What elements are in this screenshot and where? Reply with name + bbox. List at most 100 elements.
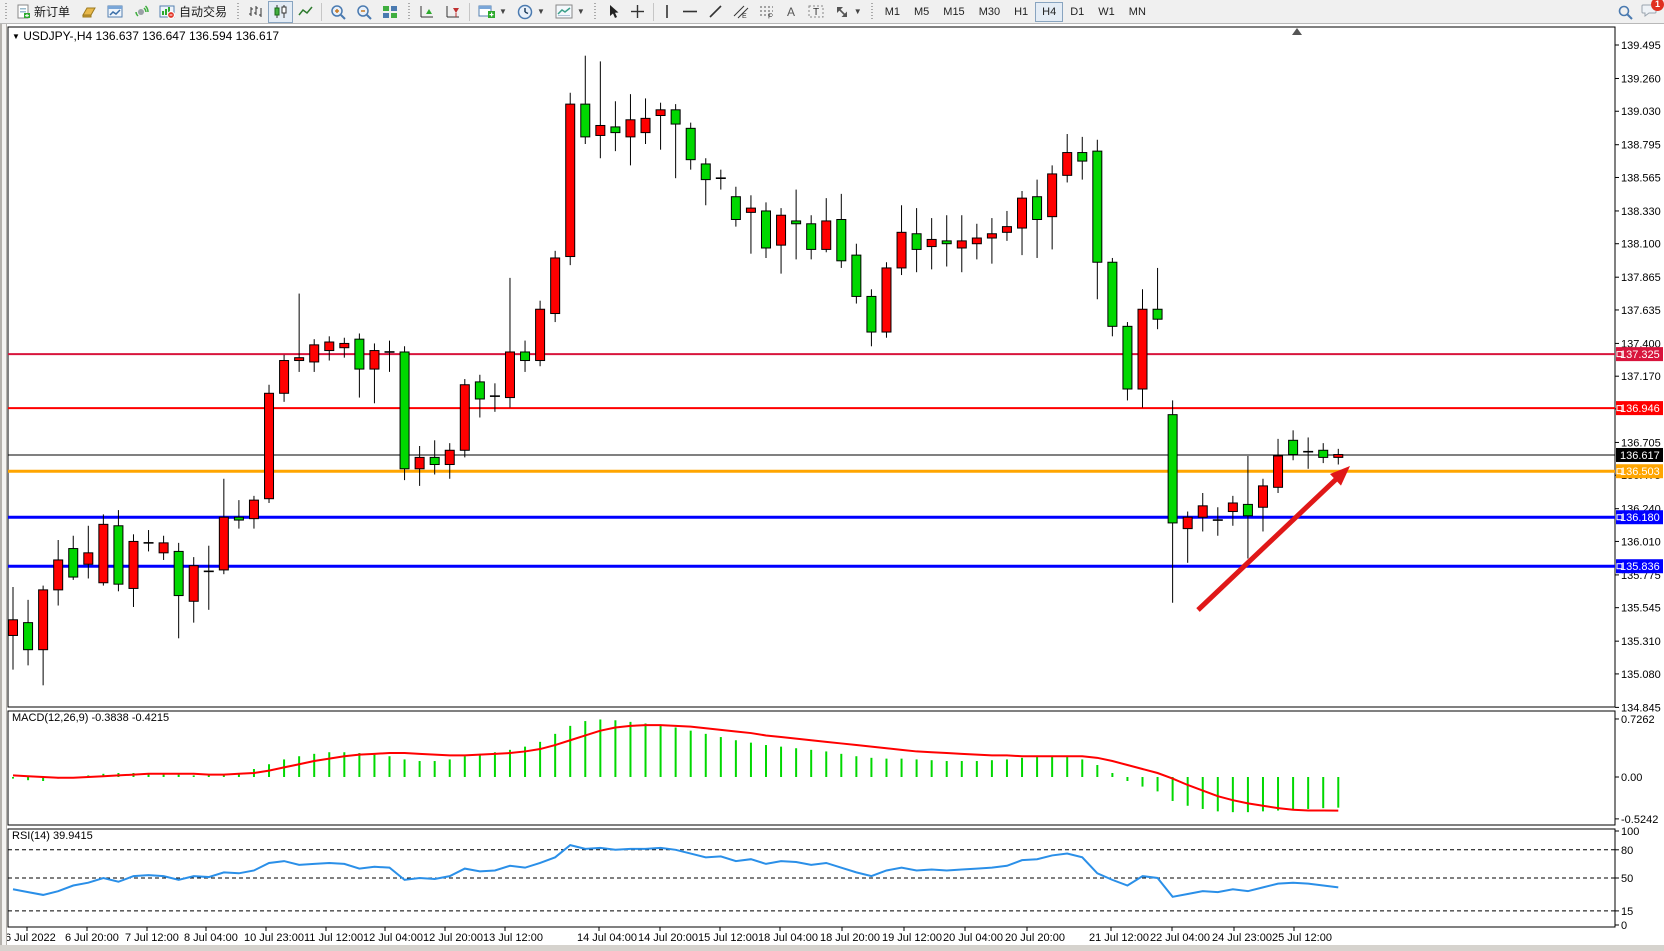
svg-text:22 Jul 04:00: 22 Jul 04:00 (1150, 932, 1210, 944)
timeframe-W1[interactable]: W1 (1098, 5, 1115, 18)
text-label-button[interactable]: T (803, 1, 829, 23)
svg-text:135.310: 135.310 (1621, 636, 1661, 648)
toolbar-grip[interactable] (406, 2, 412, 21)
zoom-out-button[interactable] (351, 1, 377, 23)
svg-text:137.635: 137.635 (1621, 305, 1661, 317)
chart-menu-icon[interactable]: ▼ (12, 32, 20, 41)
svg-text:8 Jul 04:00: 8 Jul 04:00 (184, 932, 238, 944)
svg-text:136.705: 136.705 (1621, 437, 1661, 449)
chevron-down-icon: ▼ (853, 7, 862, 16)
svg-text:138.795: 138.795 (1621, 140, 1661, 152)
horizontal-line-button[interactable] (677, 1, 703, 23)
svg-text:-0.5242: -0.5242 (1621, 814, 1658, 826)
toolbar-grip[interactable] (3, 2, 8, 21)
crosshair-button[interactable] (625, 1, 650, 23)
zoom-in-icon (331, 4, 346, 20)
svg-text:18 Jul 04:00: 18 Jul 04:00 (758, 932, 818, 944)
search-icon[interactable] (1617, 4, 1633, 20)
chart-shift-button[interactable] (440, 1, 466, 23)
svg-text:20 Jul 20:00: 20 Jul 20:00 (1005, 932, 1065, 944)
svg-text:14 Jul 04:00: 14 Jul 04:00 (577, 932, 637, 944)
periods-button[interactable]: ▼ (512, 1, 550, 23)
text-button[interactable]: A (780, 1, 803, 23)
text-icon: A (787, 5, 795, 19)
label-icon: T (808, 5, 824, 18)
timeframe-M15[interactable]: M15 (943, 5, 965, 18)
svg-text:80: 80 (1621, 845, 1633, 857)
tile-windows-icon (383, 6, 398, 18)
svg-text:14 Jul 20:00: 14 Jul 20:00 (638, 932, 698, 944)
timeframe-MN[interactable]: MN (1128, 5, 1146, 18)
timeframe-D1[interactable]: D1 (1070, 5, 1085, 18)
svg-text:6 Jul 20:00: 6 Jul 20:00 (65, 932, 119, 944)
new-chart-icon (478, 5, 496, 18)
svg-text:137.170: 137.170 (1621, 371, 1661, 383)
toolbar-grip[interactable] (592, 2, 598, 21)
timeframe-M30[interactable]: M30 (978, 5, 1001, 18)
svg-text:15 Jul 12:00: 15 Jul 12:00 (698, 932, 758, 944)
window-bottom-edge (0, 945, 1664, 951)
svg-text:136.946: 136.946 (1620, 403, 1660, 415)
cursor-button[interactable] (601, 1, 625, 23)
timeframe-M1[interactable]: M1 (884, 5, 900, 18)
svg-text:100: 100 (1621, 826, 1639, 838)
arrows-button[interactable]: ▼ (829, 1, 867, 23)
data-window-button[interactable] (102, 1, 128, 23)
timeframe-H4[interactable]: H4 (1035, 1, 1064, 22)
auto-trading-button[interactable]: 自动交易 (154, 1, 232, 23)
market-watch-button[interactable] (75, 1, 102, 23)
timeframe-group: M1 M5 M15 M30 H1 H4 D1 W1 MN (878, 1, 1153, 22)
bar-chart-icon (249, 6, 262, 17)
chevron-down-icon: ▼ (536, 7, 545, 16)
timeframe-M5[interactable]: M5 (914, 5, 930, 18)
svg-text:E: E (742, 13, 747, 19)
timeframe-H1[interactable]: H1 (1014, 5, 1029, 18)
templates-button[interactable]: ▼ (550, 1, 590, 23)
notifications-button[interactable]: 1 (1641, 0, 1664, 23)
trendline-icon (709, 5, 722, 18)
svg-text:135.836: 135.836 (1620, 561, 1660, 573)
svg-text:136.180: 136.180 (1620, 512, 1660, 524)
svg-text:21 Jul 12:00: 21 Jul 12:00 (1089, 932, 1149, 944)
line-chart-button[interactable] (293, 1, 318, 23)
chart-window-icon (107, 5, 123, 18)
window-left-edge (0, 24, 7, 945)
equidistant-channel-button[interactable]: E (728, 1, 754, 23)
svg-text:135.080: 135.080 (1621, 669, 1661, 681)
svg-text:139.495: 139.495 (1621, 40, 1661, 52)
svg-text:19 Jul 12:00: 19 Jul 12:00 (882, 932, 942, 944)
bar-chart-button[interactable] (243, 1, 268, 23)
zoom-out-icon (357, 4, 372, 20)
signal-icon (135, 5, 149, 17)
svg-text:20 Jul 04:00: 20 Jul 04:00 (943, 932, 1003, 944)
svg-text:137.865: 137.865 (1621, 272, 1661, 284)
svg-text:138.565: 138.565 (1621, 172, 1661, 184)
auto-trading-label: 自动交易 (179, 5, 228, 19)
svg-text:18 Jul 20:00: 18 Jul 20:00 (820, 932, 880, 944)
new-chart-button[interactable]: ▼ (473, 1, 512, 23)
svg-text:7 Jul 12:00: 7 Jul 12:00 (125, 932, 179, 944)
svg-text:135.545: 135.545 (1621, 603, 1661, 615)
svg-text:13 Jul 12:00: 13 Jul 12:00 (483, 932, 543, 944)
new-order-button[interactable]: 新订单 (11, 1, 75, 23)
svg-text:138.100: 138.100 (1621, 239, 1661, 251)
line-chart-icon (298, 6, 313, 16)
svg-text:136.503: 136.503 (1620, 466, 1660, 478)
fibonacci-button[interactable]: F (754, 1, 780, 23)
tile-windows-button[interactable] (377, 1, 403, 23)
auto-scroll-button[interactable] (414, 1, 440, 23)
toolbar-grip[interactable] (869, 2, 875, 21)
strategy-tester-button[interactable] (128, 1, 154, 23)
toolbar-grip[interactable] (235, 2, 241, 21)
trendline-button[interactable] (703, 1, 728, 23)
svg-text:139.260: 139.260 (1621, 73, 1661, 85)
zoom-in-button[interactable] (325, 1, 351, 23)
main-toolbar: 新订单 自动交易 (0, 0, 1664, 24)
quote-line: ▼ USDJPY-,H4 136.637 136.647 136.594 136… (12, 29, 279, 43)
vertical-line-button[interactable] (657, 1, 677, 23)
hline-icon (682, 10, 697, 13)
macd-indicator-label: MACD(12,26,9) -0.3838 -0.4215 (12, 712, 170, 724)
template-icon (555, 4, 573, 19)
candlestick-button[interactable] (268, 0, 294, 23)
